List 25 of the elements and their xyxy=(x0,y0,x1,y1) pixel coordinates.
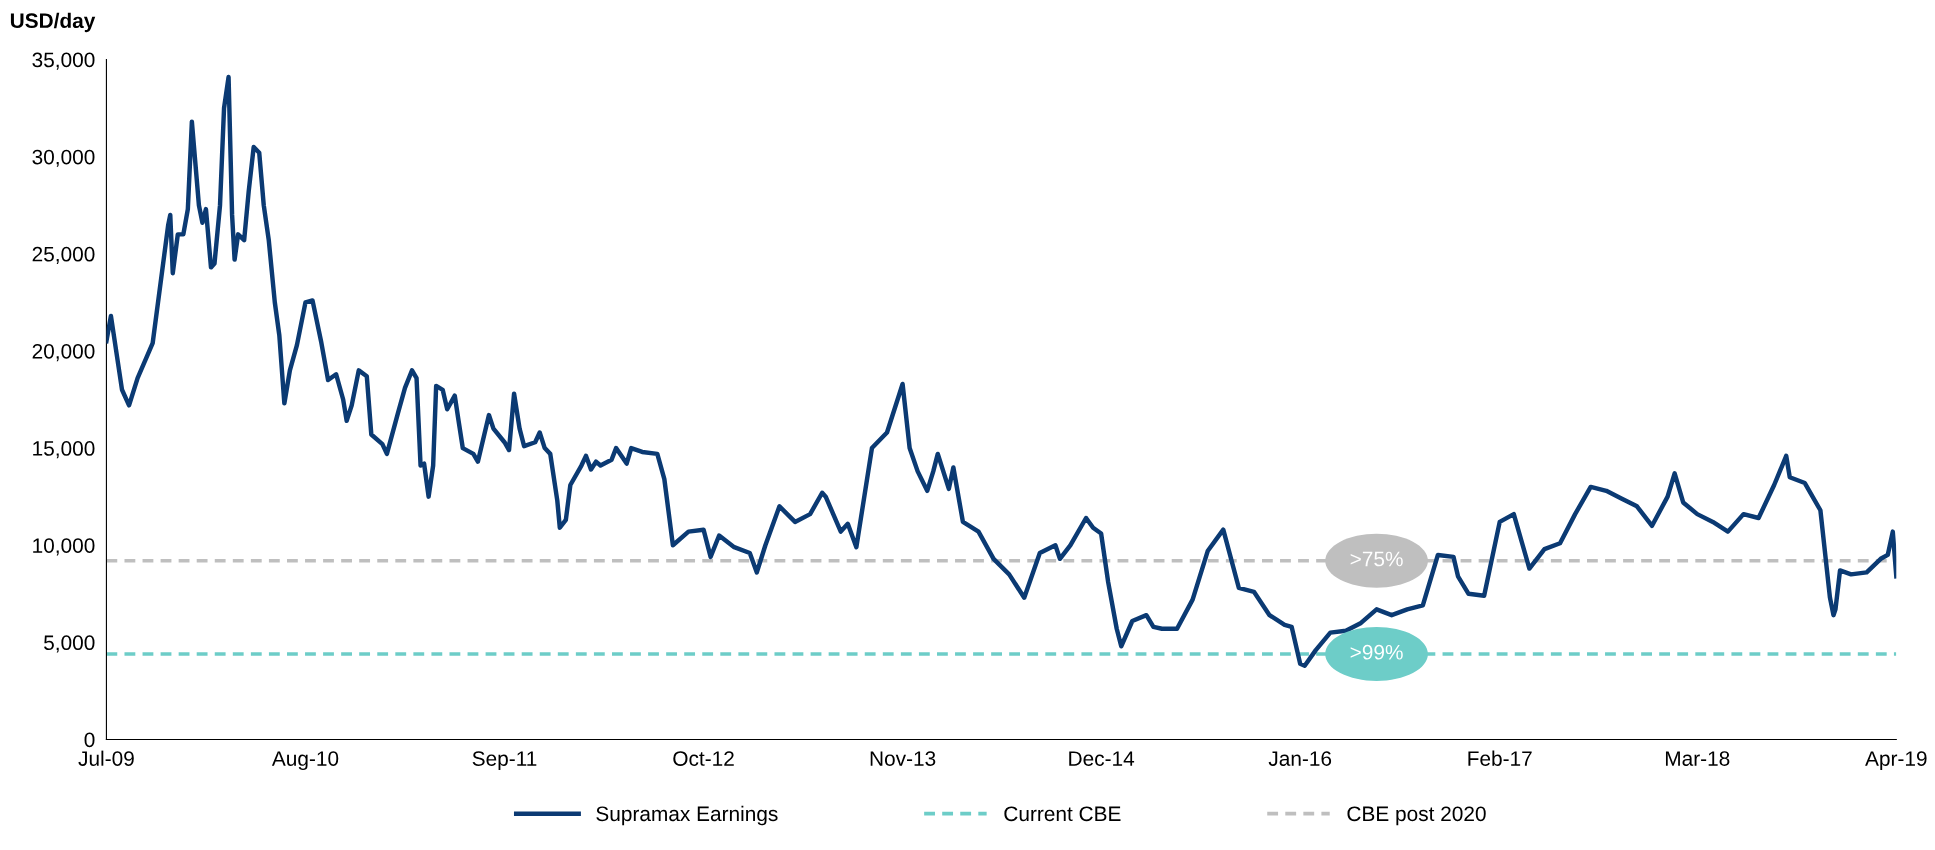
x-tick-label: Mar-18 xyxy=(1665,751,1730,766)
x-tick-label: Jan-16 xyxy=(1268,751,1332,766)
annotation: >99% xyxy=(1350,644,1403,660)
legend-label: Supramax Earnings xyxy=(596,805,778,826)
y-tick-label: 35,000 xyxy=(32,52,95,70)
y-axis-title: USD/day xyxy=(10,12,96,33)
annotation: >75% xyxy=(1350,551,1403,567)
x-tick-label: Dec-14 xyxy=(1069,751,1135,766)
x-tick-label: Sep-11 xyxy=(472,751,537,771)
line-series xyxy=(106,74,1897,668)
y-tick-label: 25,000 xyxy=(32,246,95,264)
legend-label: Current CBE xyxy=(1004,806,1121,822)
x-tick-label: Apr-19 xyxy=(1865,751,1927,771)
y-tick-label: 15,000 xyxy=(33,441,95,459)
x-tick-label: Feb-17 xyxy=(1468,750,1532,766)
x-tick-label: Jul-09 xyxy=(78,750,134,766)
y-tick-label: 10,000 xyxy=(33,538,95,556)
legend-label: CBE post 2020 xyxy=(1347,806,1486,826)
x-tick-label: Nov-13 xyxy=(870,751,936,766)
y-tick-label: 5,000 xyxy=(44,635,95,653)
y-tick-label: 30,000 xyxy=(32,149,95,167)
x-tick-label: Oct-12 xyxy=(673,751,734,766)
x-tick-label: Aug-10 xyxy=(271,751,339,771)
y-tick-label: 20,000 xyxy=(32,343,95,362)
y-tick-label: 0 xyxy=(84,732,95,748)
